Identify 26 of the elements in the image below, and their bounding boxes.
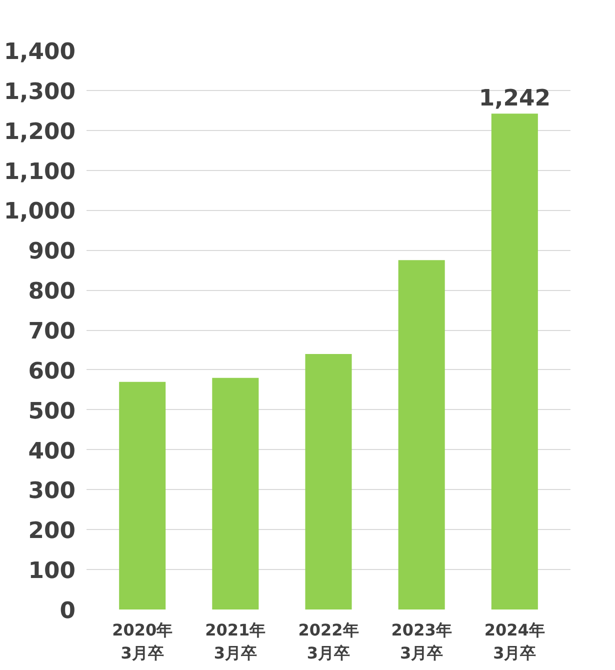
y-tick-label: 500 (28, 398, 76, 424)
data-label: 1,242 (478, 86, 550, 112)
bar (305, 354, 352, 610)
x-tick-label: 2023年 3月卒 (391, 620, 452, 662)
y-tick-label: 600 (28, 358, 76, 384)
x-tick-label: 2021年 3月卒 (205, 620, 266, 662)
y-tick-label: 200 (28, 518, 76, 544)
bar (212, 378, 259, 610)
x-tick-label: 2024年 3月卒 (484, 620, 545, 662)
bar (491, 114, 538, 610)
y-tick-label: 100 (28, 558, 76, 584)
y-tick-label: 1,300 (4, 78, 76, 105)
y-tick-label: 0 (60, 598, 76, 624)
bar (119, 382, 166, 610)
x-tick-label: 2022年 3月卒 (298, 620, 359, 662)
bar (398, 260, 445, 610)
y-tick-label: 800 (28, 278, 76, 305)
y-tick-label: 700 (28, 318, 76, 344)
x-tick-label: 2020年 3月卒 (112, 620, 173, 662)
y-tick-label: 300 (28, 478, 76, 504)
y-tick-label: 1,400 (4, 39, 76, 65)
y-tick-label: 1,000 (4, 198, 76, 225)
y-tick-label: 400 (28, 438, 76, 464)
y-tick-label: 900 (28, 238, 76, 265)
y-tick-label: 1,200 (4, 118, 76, 145)
y-tick-label: 1,100 (4, 158, 76, 185)
